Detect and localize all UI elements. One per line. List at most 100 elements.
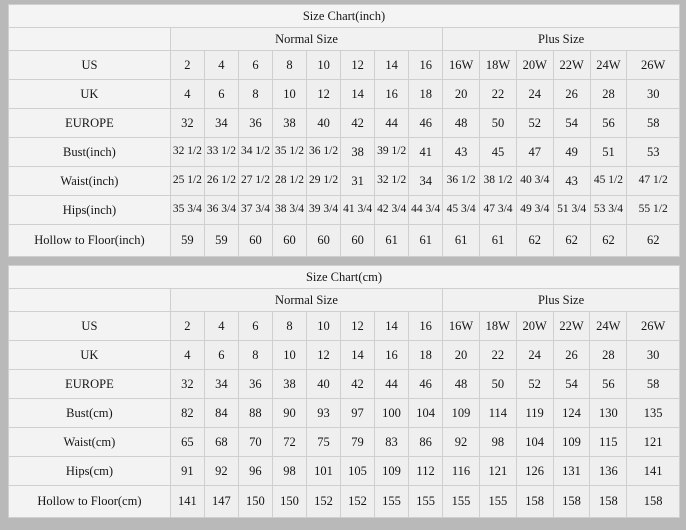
table-cell: 109	[552, 427, 591, 457]
table-cell: 82	[169, 398, 205, 428]
table-cell: 109	[442, 398, 480, 428]
group-header-spacer	[8, 27, 171, 51]
group-header-row: Normal Size Plus Size	[8, 27, 680, 51]
table-cell: 34	[203, 369, 239, 399]
table-cell: 152	[339, 485, 376, 518]
table-cell: 53	[626, 137, 680, 167]
size-table-cm: Size Chart(cm) Normal Size Plus Size US 2…	[8, 265, 680, 518]
table-cell: 53 3/4	[589, 195, 628, 225]
table-cell: 12	[339, 311, 376, 341]
table-cell: 61	[479, 224, 517, 257]
table-cell: 150	[271, 485, 307, 518]
table-cell: 20W	[515, 311, 554, 341]
table-cell: 48	[442, 108, 481, 138]
table-cell: 96	[237, 456, 273, 486]
table-cell: 62	[626, 224, 680, 257]
table-cell: 52	[515, 108, 554, 138]
table-cell: 6	[203, 340, 239, 370]
table-cell: 105	[339, 456, 376, 486]
table-cell: 136	[589, 456, 628, 486]
table-cell: 60	[271, 224, 308, 257]
table-cell: 38 3/4	[271, 195, 308, 225]
table-cell: 97	[339, 398, 376, 428]
table-row: UK 4 6 8 10 12 14 16 18 20 22 24 26 28 30	[8, 340, 680, 370]
table-cell: 32	[169, 369, 205, 399]
table-cell: 22W	[552, 50, 591, 80]
table-row: US 2 4 6 8 10 12 14 16 16W 18W 20W 22W 24W 26W	[8, 50, 680, 80]
table-cell: 30	[626, 340, 680, 370]
group-header-spacer	[8, 288, 171, 312]
row-label: Hollow to Floor(cm)	[8, 485, 171, 518]
table-cell: 56	[589, 108, 628, 138]
table-cell: 14	[339, 340, 376, 370]
table-cell: 61	[442, 224, 481, 257]
table-row: Bust(cm) 82 84 88 90 93 97 100 104 109 114 119 124 13…	[8, 398, 680, 428]
table-cell: 55 1/2	[626, 195, 680, 225]
table-cell: 4	[203, 50, 239, 80]
table-cell: 43	[552, 166, 591, 196]
table-cell: 16	[408, 311, 444, 341]
table-cell: 38	[271, 108, 308, 138]
table-cell: 32 1/2	[374, 166, 410, 196]
table-cell: 49	[552, 137, 591, 167]
table-cell: 18W	[479, 50, 517, 80]
table-cell: 59	[203, 224, 239, 257]
table-cell: 86	[408, 427, 444, 457]
table-cell: 31	[340, 166, 376, 196]
table-cell: 98	[478, 427, 517, 457]
table-cell: 60	[237, 224, 274, 257]
table-cell: 119	[515, 398, 554, 428]
table-cell: 121	[478, 456, 517, 486]
table-cell: 155	[442, 485, 480, 518]
table-cell: 60	[340, 224, 376, 257]
table-cell: 158	[552, 485, 591, 518]
table-cell: 10	[271, 79, 308, 109]
table-cell: 24	[515, 79, 554, 109]
table-cell: 2	[169, 50, 205, 80]
table-row: Bust(inch) 32 1/2 33 1/2 34 1/2 35 1/2 36 1/2…	[8, 137, 680, 167]
table-cell: 40 3/4	[515, 166, 554, 196]
table-cell: 42 3/4	[374, 195, 410, 225]
table-cell: 45 1/2	[589, 166, 628, 196]
table-cell: 43	[442, 137, 481, 167]
table-row: EUROPE 32 34 36 38 40 42 44 46 48 50 52 54 56 58	[8, 108, 680, 138]
table-cell: 51	[589, 137, 628, 167]
table-cell: 18W	[478, 311, 517, 341]
table-cell: 30	[626, 79, 680, 109]
table-cell: 6	[237, 50, 274, 80]
size-chart-cm: Size Chart(cm) Normal Size Plus Size US 2…	[8, 265, 680, 518]
table-cell: 130	[589, 398, 628, 428]
table-cell: 79	[339, 427, 376, 457]
group-header-normal: Normal Size	[169, 27, 444, 51]
table-cell: 10	[305, 311, 342, 341]
table-cell: 121	[626, 427, 680, 457]
table-cell: 24W	[589, 311, 628, 341]
table-cell: 35 3/4	[169, 195, 205, 225]
table-cell: 33 1/2	[203, 137, 239, 167]
row-label: EUROPE	[8, 369, 171, 399]
table-cell: 51 3/4	[552, 195, 591, 225]
table-cell: 8	[237, 79, 274, 109]
table-cell: 158	[589, 485, 628, 518]
size-chart-inch: Size Chart(inch) Normal Size Plus Size U…	[8, 4, 680, 257]
table-cell: 84	[203, 398, 239, 428]
table-cell: 75	[305, 427, 342, 457]
row-label: Hips(inch)	[8, 195, 171, 225]
table-cell: 26W	[626, 311, 680, 341]
table-cell: 40	[305, 369, 342, 399]
table-cell: 40	[306, 108, 342, 138]
table-row: Waist(inch) 25 1/2 26 1/2 27 1/2 28 1/2 29 1/…	[8, 166, 680, 196]
table-cell: 6	[237, 311, 273, 341]
table-cell: 109	[374, 456, 410, 486]
table-cell: 49 3/4	[515, 195, 554, 225]
group-header-plus: Plus Size	[442, 27, 680, 51]
table-cell: 24	[515, 340, 554, 370]
table-row: Hips(inch) 35 3/4 36 3/4 37 3/4 38 3/4 39 3/4…	[8, 195, 680, 225]
table-cell: 42	[339, 369, 376, 399]
table-cell: 39 3/4	[306, 195, 342, 225]
table-cell: 155	[374, 485, 410, 518]
table-cell: 28	[589, 79, 628, 109]
table-cell: 39 1/2	[374, 137, 410, 167]
chart-title: Size Chart(cm)	[8, 265, 680, 289]
